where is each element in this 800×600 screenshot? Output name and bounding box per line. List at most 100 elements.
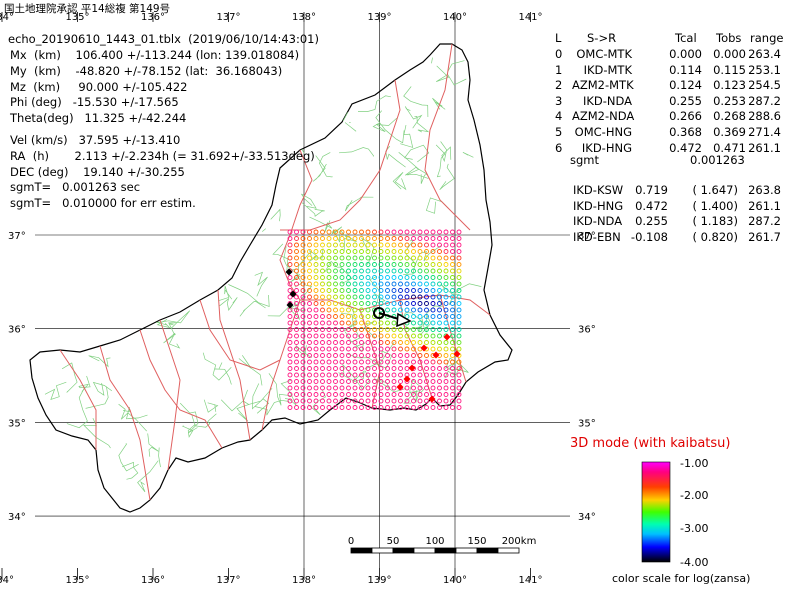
municipal-line — [312, 155, 327, 182]
municipal-line — [319, 152, 333, 178]
lon-label-top: 134° — [0, 12, 14, 23]
residual-point — [437, 398, 442, 404]
municipal-line — [147, 433, 159, 457]
residual-point — [320, 288, 325, 293]
residual-point — [294, 346, 299, 352]
residual-point — [313, 275, 319, 280]
residual-point — [378, 366, 384, 371]
residual-point — [359, 268, 364, 274]
residual-point — [443, 346, 449, 352]
residual-point — [417, 353, 423, 358]
residual-point — [385, 307, 390, 313]
residual-point — [339, 353, 345, 358]
residual-point — [333, 255, 338, 261]
residual-point — [456, 372, 462, 378]
residual-point — [424, 307, 429, 313]
err-row-3-dt: ( 0.820) — [692, 229, 738, 244]
residual-point — [450, 236, 455, 241]
residual-point — [411, 262, 416, 267]
residual-point — [450, 262, 455, 267]
residual-point — [307, 301, 312, 306]
residual-point — [326, 281, 332, 287]
row-4-tobs: 0.268 — [713, 109, 746, 124]
residual-point — [287, 333, 293, 339]
residual-point — [385, 327, 390, 332]
lon-label-bottom: 139° — [367, 575, 391, 586]
residual-point — [391, 320, 397, 326]
residual-point — [372, 385, 377, 391]
residual-point — [307, 236, 312, 241]
residual-point — [326, 294, 332, 300]
residual-point — [352, 262, 358, 267]
lon-label-top: 138° — [292, 12, 316, 23]
residual-point — [443, 242, 449, 248]
municipal-line — [270, 208, 281, 222]
residual-point — [333, 314, 338, 319]
residual-point — [287, 281, 293, 287]
residual-point — [300, 268, 306, 274]
municipal-line — [398, 152, 429, 179]
residual-point — [450, 301, 455, 306]
color-scale-tick: -1.00 — [680, 457, 708, 470]
municipal-line — [220, 389, 250, 412]
residual-point — [365, 281, 371, 287]
residual-point — [287, 346, 293, 352]
row-4-pair: AZM2-NDA — [572, 109, 635, 124]
color-scale-caption: color scale for log(zansa) — [612, 572, 751, 585]
municipal-line — [158, 447, 161, 468]
residual-point — [339, 268, 345, 274]
residual-point — [430, 333, 436, 339]
residual-point — [378, 229, 384, 235]
municipal-line — [301, 202, 325, 217]
residual-point — [313, 333, 319, 339]
residual-point — [339, 359, 345, 365]
residual-point — [326, 385, 332, 391]
residual-point — [300, 333, 306, 339]
residual-point — [294, 333, 299, 339]
residual-point — [326, 314, 332, 319]
residual-point — [450, 333, 455, 339]
residual-point — [307, 262, 312, 267]
residual-point — [300, 392, 306, 397]
scale-bar-label: 100 — [425, 536, 444, 547]
residual-point — [391, 307, 397, 313]
residual-point — [391, 229, 397, 235]
residual-point — [313, 268, 319, 274]
residual-point — [339, 366, 345, 371]
residual-point — [378, 392, 384, 397]
residual-point — [320, 262, 325, 267]
residual-point — [372, 288, 377, 293]
lat-label-left: 34° — [8, 512, 26, 523]
municipal-line — [444, 364, 469, 379]
residual-point — [424, 359, 429, 365]
row-2-tobs: 0.123 — [713, 78, 746, 93]
residual-point — [346, 327, 351, 332]
residual-point — [346, 392, 351, 397]
residual-point — [404, 229, 410, 235]
residual-point — [437, 288, 442, 293]
residual-point — [437, 385, 442, 391]
residual-point — [333, 353, 338, 358]
residual-point — [417, 385, 423, 391]
residual-point — [450, 288, 455, 293]
residual-point — [313, 372, 319, 378]
residual-point — [346, 320, 351, 326]
residual-point — [404, 353, 410, 358]
residual-point — [294, 320, 299, 326]
residual-point — [307, 281, 312, 287]
residual-point — [443, 327, 449, 332]
residual-point — [372, 255, 377, 261]
residual-point — [411, 294, 416, 300]
lon-label-top: 136° — [141, 12, 165, 23]
residual-point — [313, 320, 319, 326]
residual-point — [287, 379, 293, 384]
municipal-line — [418, 314, 432, 336]
residual-point — [294, 307, 299, 313]
residual-point — [320, 359, 325, 365]
residual-point — [352, 398, 358, 404]
residual-point — [443, 405, 449, 410]
residual-point — [365, 268, 371, 274]
mode-label: 3D mode (with kaibatsu) — [570, 436, 731, 451]
residual-point — [378, 281, 384, 287]
err-row-0-pair: IKD-KSW — [573, 183, 624, 197]
